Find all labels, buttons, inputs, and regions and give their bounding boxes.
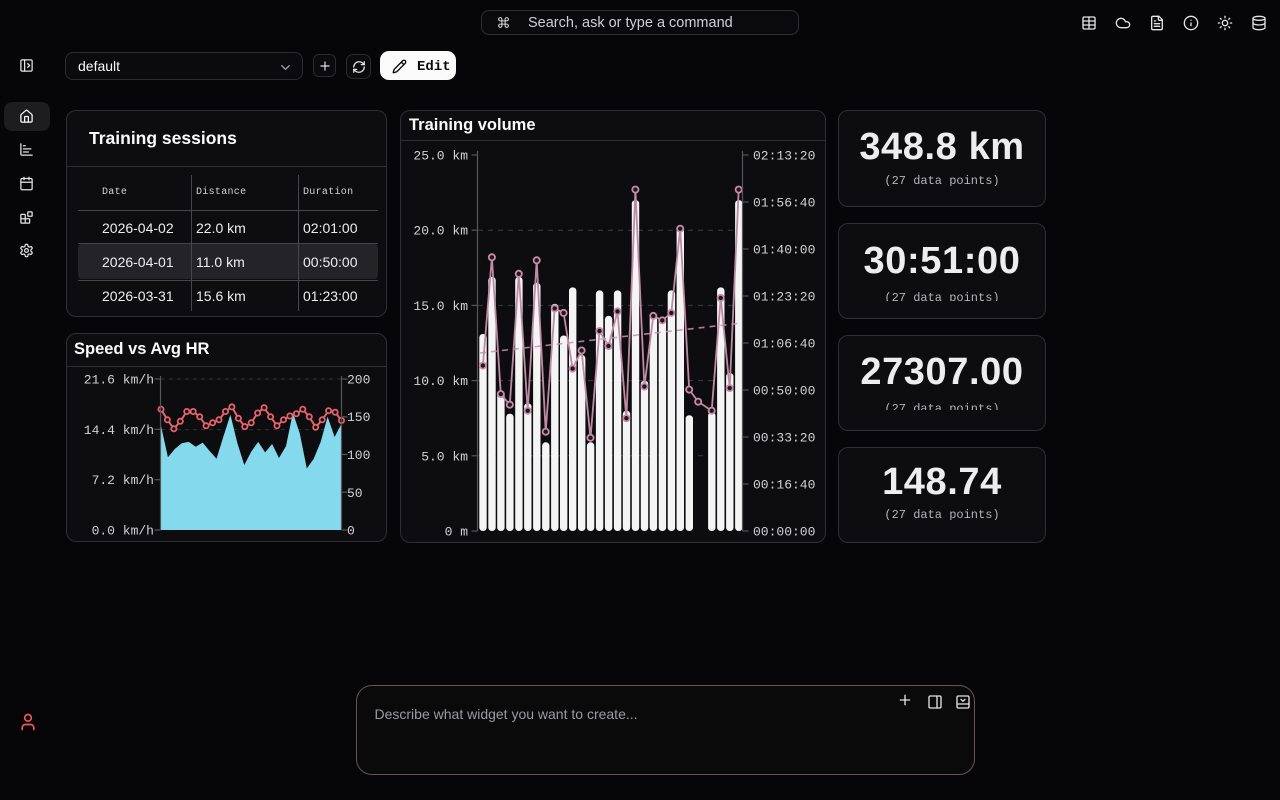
svg-text:100: 100 <box>347 448 370 463</box>
svg-text:10.0 km: 10.0 km <box>413 374 468 389</box>
svg-text:00:16:40: 00:16:40 <box>753 478 815 493</box>
svg-text:14.4 km/h: 14.4 km/h <box>84 423 154 438</box>
svg-text:01:23:20: 01:23:20 <box>753 290 815 305</box>
svg-text:200: 200 <box>347 373 370 388</box>
svg-text:01:40:00: 01:40:00 <box>753 243 815 258</box>
svg-text:5.0 km: 5.0 km <box>421 449 468 464</box>
svg-text:7.2 km/h: 7.2 km/h <box>92 473 154 488</box>
svg-text:0: 0 <box>347 524 355 539</box>
svg-text:02:13:20: 02:13:20 <box>753 149 815 164</box>
svg-text:150: 150 <box>347 410 370 425</box>
svg-text:00:33:20: 00:33:20 <box>753 431 815 446</box>
svg-text:0.0 km/h: 0.0 km/h <box>92 524 154 539</box>
svg-text:50: 50 <box>347 486 363 501</box>
svg-text:00:50:00: 00:50:00 <box>753 384 815 399</box>
svg-text:01:56:40: 01:56:40 <box>753 196 815 211</box>
svg-text:25.0 km: 25.0 km <box>413 149 468 164</box>
svg-text:00:00:00: 00:00:00 <box>753 525 815 540</box>
svg-text:15.0 km: 15.0 km <box>413 299 468 314</box>
svg-text:20.0 km: 20.0 km <box>413 224 468 239</box>
svg-text:01:06:40: 01:06:40 <box>753 337 815 352</box>
svg-text:21.6 km/h: 21.6 km/h <box>84 373 154 388</box>
svg-text:0 m: 0 m <box>445 525 469 540</box>
